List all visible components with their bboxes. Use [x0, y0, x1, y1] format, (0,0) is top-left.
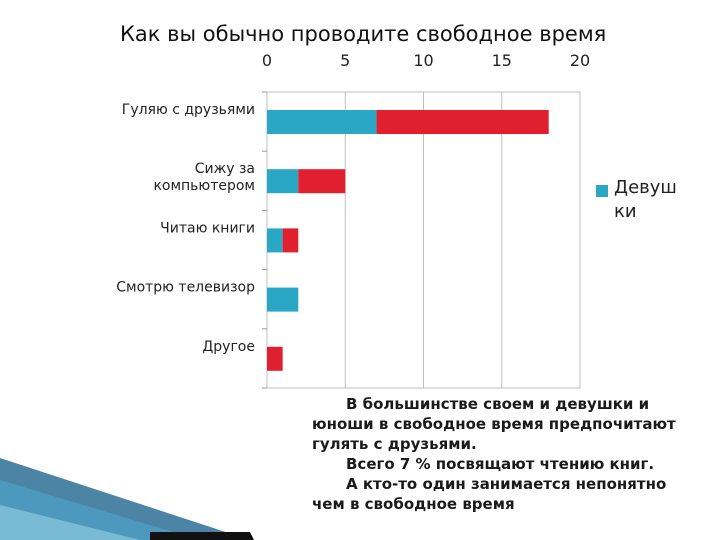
x-tick-label: 5	[340, 51, 350, 70]
legend: Девушки	[596, 176, 686, 224]
legend-label-girls: Девушки	[614, 177, 677, 222]
category-label: компьютером	[153, 178, 255, 194]
category-label: Другое	[202, 339, 255, 355]
x-tick-label: 10	[413, 51, 433, 70]
legend-swatch-girls	[596, 185, 608, 197]
commentary-paragraph-1: В большинстве своем и девушки и юноши в …	[312, 395, 676, 453]
commentary-paragraph-3: А кто-то один занимается непонятно чем в…	[312, 475, 667, 513]
category-label: Гуляю с друзьями	[122, 102, 255, 118]
commentary-paragraph-2: Всего 7 % посвящают чтению книг.	[346, 455, 655, 473]
bar-boys	[267, 346, 283, 371]
x-tick-label: 20	[570, 51, 590, 70]
bar-boys	[282, 228, 299, 253]
bar-girls	[267, 287, 299, 312]
bar-girls	[267, 110, 377, 134]
commentary-text: В большинстве своем и девушки и юноши в …	[312, 394, 682, 514]
x-tick-label: 0	[262, 51, 272, 70]
x-tick-label: 15	[492, 51, 512, 70]
bar-girls	[267, 228, 283, 253]
category-label: Сижу за	[195, 161, 255, 177]
chart-title: Как вы обычно проводите свободное время	[120, 22, 606, 46]
bar-boys	[376, 110, 549, 134]
bar-boys	[298, 169, 346, 194]
bar-girls	[267, 169, 299, 194]
category-label: Читаю книги	[160, 220, 255, 236]
category-label: Смотрю телевизор	[116, 280, 255, 296]
